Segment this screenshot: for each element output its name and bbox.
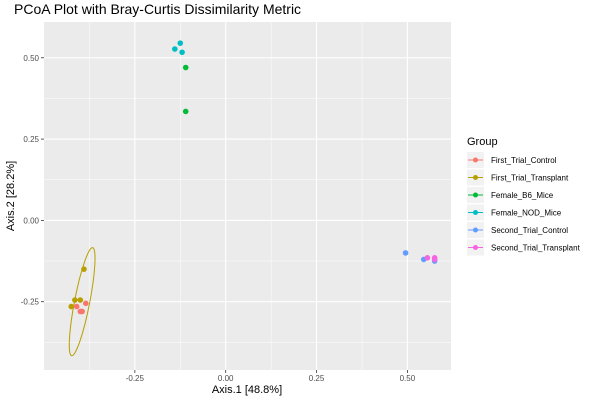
legend-key-point xyxy=(473,175,478,180)
legend-label: Female_B6_Mice xyxy=(491,191,554,200)
minor-gridlines xyxy=(44,22,451,370)
legend-title: Group xyxy=(467,136,498,148)
legend-label: First_Trial_Control xyxy=(491,156,557,165)
y-tick-label: 0.00 xyxy=(23,216,39,225)
data-points xyxy=(68,40,438,315)
x-tick-label: 0.25 xyxy=(309,374,325,383)
data-point xyxy=(73,303,80,310)
legend-label: Second_Trial_Control xyxy=(491,226,568,235)
y-axis-ticks: -0.25 0.00 0.25 0.50 xyxy=(21,54,44,307)
legend-key-point xyxy=(473,245,478,250)
data-point xyxy=(177,40,184,46)
legend-item: Second_Trial_Transplant xyxy=(467,239,581,256)
x-axis-title: Axis.1 [48.8%] xyxy=(212,384,282,396)
legend-key-point xyxy=(473,210,478,215)
x-tick-label: -0.25 xyxy=(126,374,145,383)
data-point xyxy=(77,297,84,303)
data-point xyxy=(402,250,409,256)
x-axis-ticks: -0.25 0.00 0.25 0.50 xyxy=(126,370,416,383)
data-point xyxy=(68,303,75,310)
y-tick-label: 0.25 xyxy=(23,135,39,144)
legend-item: First_Trial_Transplant xyxy=(467,169,569,186)
legend-label: Second_Trial_Transplant xyxy=(491,244,581,253)
legend: First_Trial_Control First_Trial_Transplan… xyxy=(467,152,581,256)
x-tick-label: 0.50 xyxy=(400,374,416,383)
legend-key-point xyxy=(473,157,478,163)
data-point xyxy=(424,254,431,261)
data-point xyxy=(431,256,438,263)
y-tick-label: 0.50 xyxy=(23,54,39,63)
legend-item: Second_Trial_Control xyxy=(467,222,568,238)
y-axis-title: Axis.2 [28.2%] xyxy=(5,161,17,231)
legend-item: First_Trial_Control xyxy=(467,152,557,168)
legend-label: First_Trial_Transplant xyxy=(491,174,569,183)
major-gridlines xyxy=(44,22,451,370)
x-tick-label: 0.00 xyxy=(218,374,234,383)
data-point xyxy=(172,46,178,52)
data-point xyxy=(182,64,189,71)
legend-key-point xyxy=(473,227,478,233)
data-point xyxy=(77,308,84,315)
legend-key-point xyxy=(473,192,478,198)
data-point xyxy=(72,297,78,303)
legend-label: Female_NOD_Mice xyxy=(491,209,562,218)
data-point xyxy=(182,108,189,115)
data-point xyxy=(81,266,87,272)
data-point xyxy=(82,300,89,307)
y-tick-label: -0.25 xyxy=(21,298,40,307)
legend-item: Female_NOD_Mice xyxy=(467,204,562,221)
data-point xyxy=(179,49,185,56)
chart-title: PCoA Plot with Bray-Curtis Dissimilarity… xyxy=(14,1,301,17)
legend-item: Female_B6_Mice xyxy=(467,187,554,203)
plot-panel xyxy=(44,22,451,370)
